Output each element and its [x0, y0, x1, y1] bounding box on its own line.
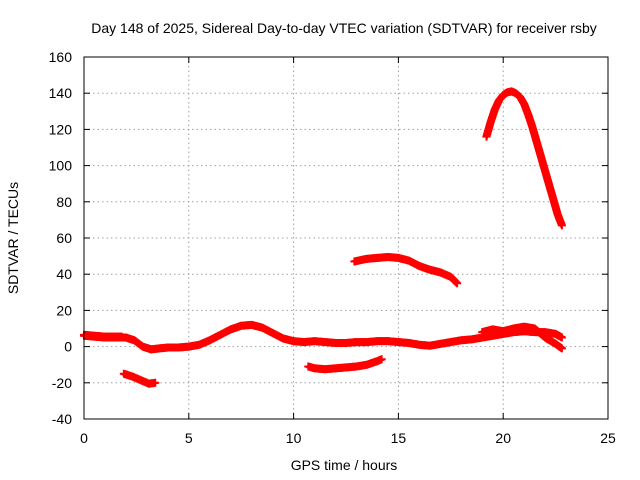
x-tick-label: 20	[495, 430, 511, 446]
y-tick-label: 160	[49, 49, 73, 65]
y-tick-label: 140	[49, 85, 73, 101]
data-marker	[557, 333, 566, 342]
x-tick-label: 25	[600, 430, 616, 446]
data-marker	[151, 378, 160, 387]
data-marker	[377, 355, 386, 364]
x-axis-label: GPS time / hours	[291, 457, 398, 473]
y-tick-label: 80	[56, 194, 72, 210]
chart-title: Day 148 of 2025, Sidereal Day-to-day VTE…	[91, 20, 597, 36]
data-marker	[453, 279, 462, 288]
y-tick-label: 0	[64, 339, 72, 355]
x-tick-label: 0	[80, 430, 88, 446]
axis-ticks: 0 5 10 15 20 25 -40 -20 0 20 40 60 80 100 120 140 160	[49, 49, 616, 446]
y-tick-label: 60	[56, 230, 72, 246]
data-layer	[80, 87, 566, 388]
y-tick-label: -20	[52, 375, 72, 391]
data-marker	[557, 344, 566, 353]
x-tick-label: 10	[286, 430, 302, 446]
data-marker	[117, 332, 126, 341]
y-tick-label: 100	[49, 158, 73, 174]
y-tick-label: 20	[56, 302, 72, 318]
x-tick-label: 5	[185, 430, 193, 446]
x-tick-label: 15	[391, 430, 407, 446]
y-tick-label: -40	[52, 411, 72, 427]
y-tick-label: 120	[49, 121, 73, 137]
y-tick-label: 40	[56, 266, 72, 282]
y-axis-label: SDTVAR / TECUs	[5, 182, 21, 294]
data-marker	[557, 221, 566, 230]
